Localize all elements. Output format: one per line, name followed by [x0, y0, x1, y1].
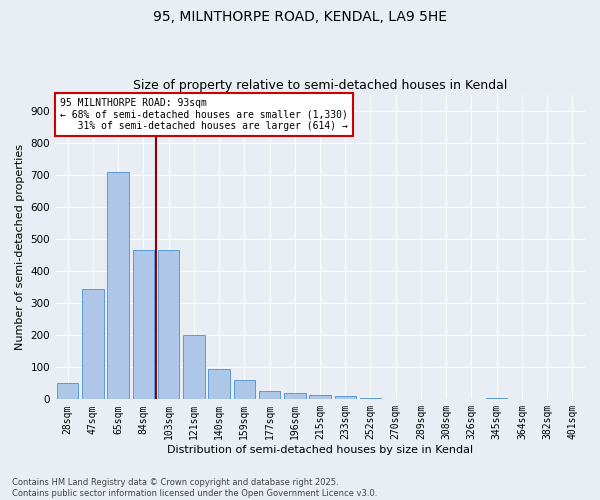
Bar: [82, 288, 104, 400]
Bar: [309, 394, 331, 400]
Bar: [107, 172, 129, 400]
Title: Size of property relative to semi-detached houses in Kendal: Size of property relative to semi-detach…: [133, 79, 507, 92]
Bar: [284, 393, 305, 400]
Bar: [486, 398, 508, 400]
Bar: [360, 398, 381, 400]
Bar: [57, 384, 79, 400]
Bar: [133, 250, 154, 400]
Y-axis label: Number of semi-detached properties: Number of semi-detached properties: [15, 144, 25, 350]
Text: Contains HM Land Registry data © Crown copyright and database right 2025.
Contai: Contains HM Land Registry data © Crown c…: [12, 478, 377, 498]
X-axis label: Distribution of semi-detached houses by size in Kendal: Distribution of semi-detached houses by …: [167, 445, 473, 455]
Bar: [335, 396, 356, 400]
Bar: [259, 392, 280, 400]
Bar: [233, 380, 255, 400]
Text: 95, MILNTHORPE ROAD, KENDAL, LA9 5HE: 95, MILNTHORPE ROAD, KENDAL, LA9 5HE: [153, 10, 447, 24]
Bar: [158, 250, 179, 400]
Bar: [208, 369, 230, 400]
Text: 95 MILNTHORPE ROAD: 93sqm
← 68% of semi-detached houses are smaller (1,330)
   3: 95 MILNTHORPE ROAD: 93sqm ← 68% of semi-…: [61, 98, 348, 131]
Bar: [183, 335, 205, 400]
